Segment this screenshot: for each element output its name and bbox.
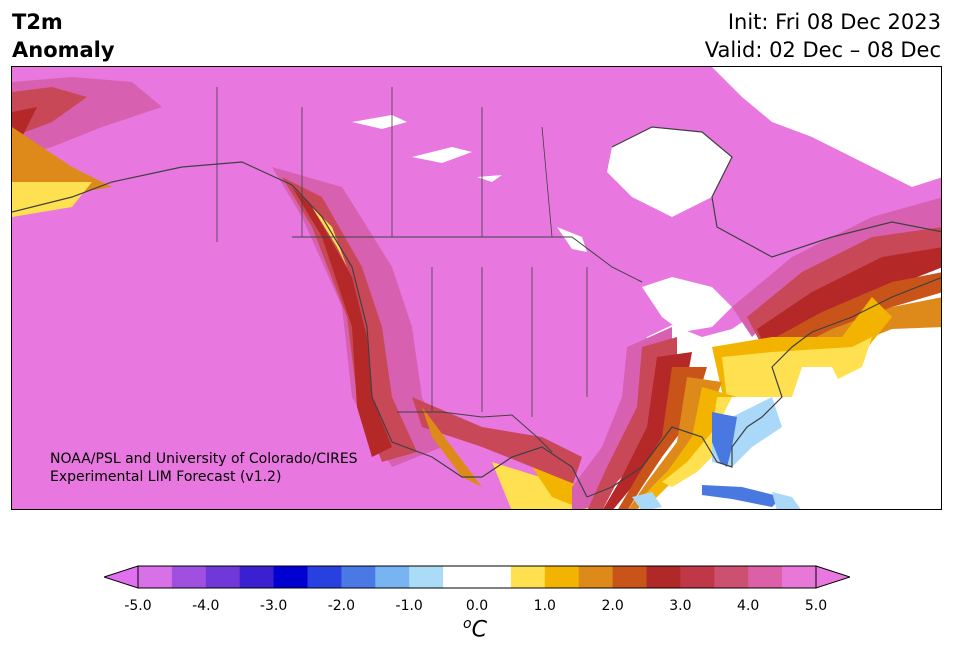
lake-1 [352,115,407,129]
credit-line-1: NOAA/PSL and University of Colorado/CIRE… [50,451,358,467]
colorbar [104,565,850,589]
init-date: Init: Fri 08 Dec 2023 [727,10,941,34]
colorbar-swatch [680,566,715,588]
colorbar-tick-label: -3.0 [259,598,288,614]
colorbar-tick-label: 1.0 [533,598,556,614]
map-credit: NOAA/PSL and University of Colorado/CIRE… [50,450,358,486]
baja-band-2 [422,407,482,487]
colorbar-swatch [578,566,614,588]
colorbar-swatch [171,566,207,588]
colorbar-unit: oC [463,616,487,642]
province-lines [216,87,588,417]
hudson-bay [607,127,732,217]
colorbar-min-arrow [104,565,139,589]
date-block: Init: Fri 08 Dec 2023 Valid: 02 Dec – 08… [705,8,941,64]
colorbar-swatch [544,566,580,588]
colorbar-swatch [307,566,342,588]
coastline-west [12,161,588,498]
map-canvas [12,67,941,509]
colorbar-tick-label: -2.0 [327,598,356,614]
colorbar-swatch [748,566,783,588]
colorbar-swatch [510,566,546,588]
caribbean-cool [702,485,782,507]
greenland [712,67,941,187]
colorbar-tick-label: 0.0 [465,598,489,614]
colorbar-tick-label: 4.0 [737,598,760,614]
caribbean-cool-2 [632,492,662,509]
unit-degree: o [463,616,472,632]
field-label: Anomaly [12,38,115,62]
lake-4 [557,227,587,252]
title-block: T2m Anomaly [12,8,115,64]
florida-cool [712,412,737,467]
unit-letter: C [471,617,487,643]
colorbar-swatch [646,566,681,588]
colorbar-border [137,565,817,589]
colorbar-swatch [375,566,410,588]
colorbar-tick-label: -4.0 [192,598,220,614]
variable-label: T2m [12,10,63,34]
colorbar-swatch [205,566,241,588]
colorbar-swatch [409,566,444,588]
border-us-canada [292,236,643,283]
caribbean-cool-3 [772,492,801,509]
colorbar-swatch [239,566,275,588]
valid-range: Valid: 02 Dec – 08 Dec [704,38,941,62]
border-us-mexico [397,411,553,453]
colorbar-tick-label: 3.0 [669,598,692,614]
colorbar-swatch [443,566,478,588]
baja-band-1 [412,397,582,487]
colorbar-tick-label: 5.0 [804,598,828,614]
west-band-2 [12,87,87,137]
credit-line-2: Experimental LIM Forecast (v1.2) [50,469,282,485]
pnw-band-3 [292,187,392,457]
colorbar-swatch [273,566,308,588]
colorbar-swatch [612,566,647,588]
alaska-south-2 [12,182,92,217]
colorbar-tick-label: -1.0 [395,598,423,614]
lake-2 [412,147,472,163]
lake-3 [477,175,502,182]
colorbar-tick-label: -5.0 [124,598,152,614]
colorbar-swatch [782,566,817,588]
colorbar-swatch [341,566,376,588]
colorbar-tick-label: 2.0 [601,598,624,614]
great-lakes [642,277,732,332]
colorbar-swatch [714,566,749,588]
colorbar-max-arrow [815,565,850,589]
colorbar-swatch [138,566,173,588]
coastline-east [586,126,941,498]
anomaly-map: NOAA/PSL and University of Colorado/CIRE… [11,66,942,510]
colorbar-swatch [477,566,512,588]
